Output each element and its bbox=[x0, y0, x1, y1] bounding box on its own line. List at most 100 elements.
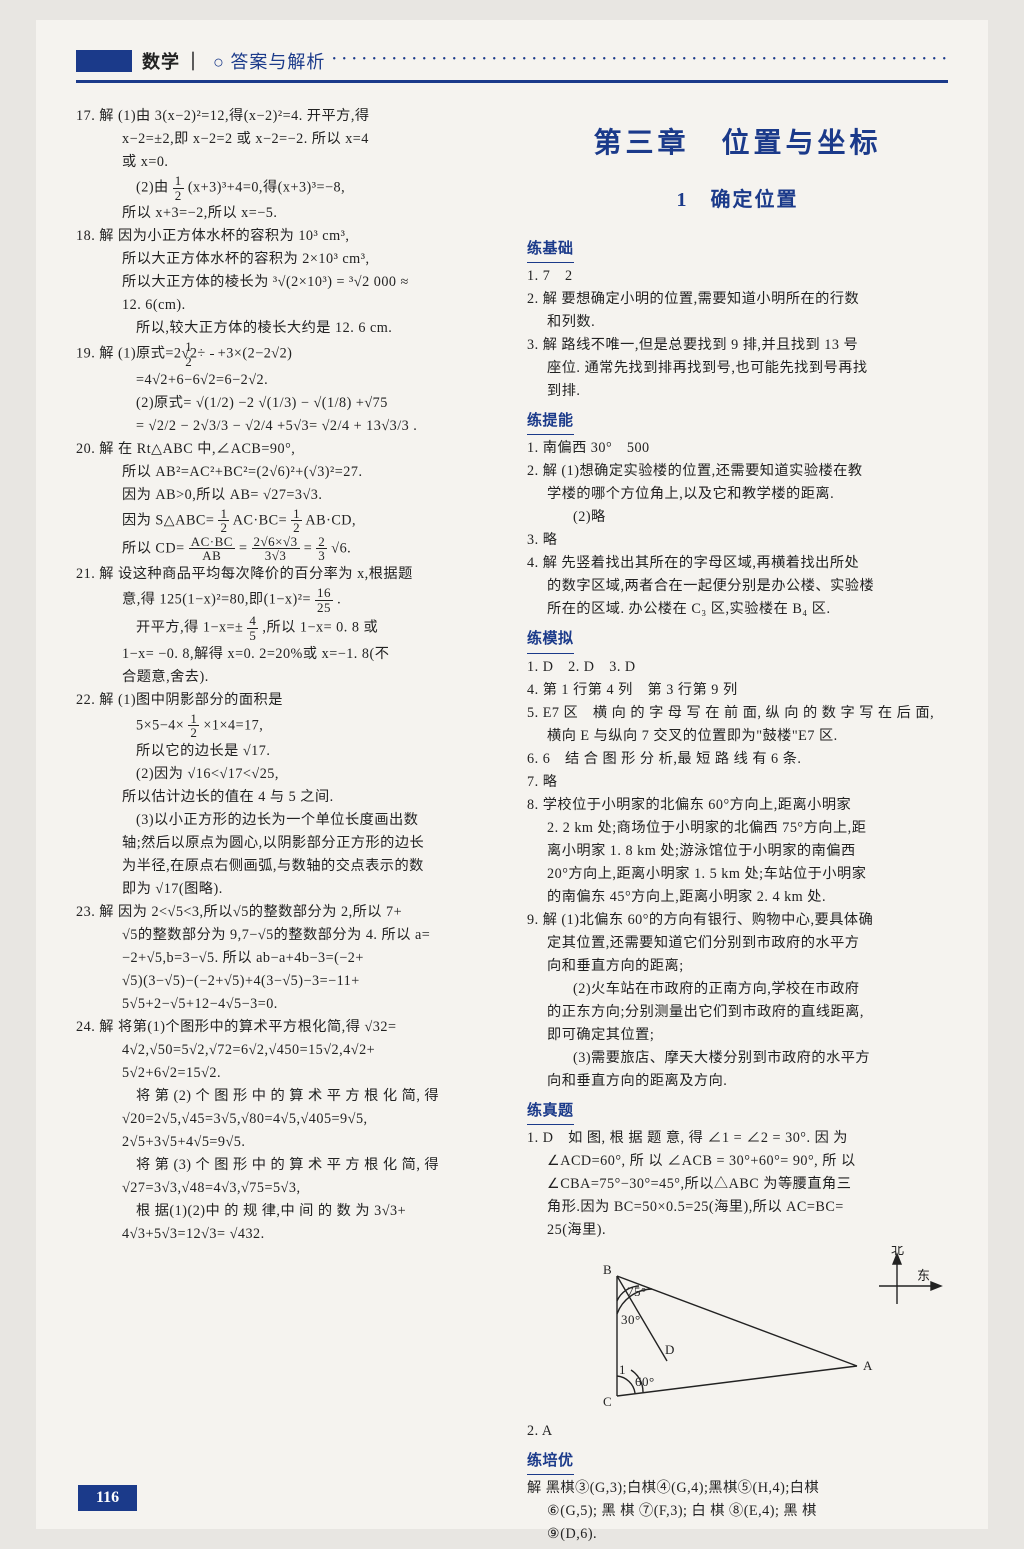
label-D: D bbox=[665, 1342, 675, 1357]
q18-l5: 所以,较大正方体的棱长大约是 12. 6 cm. bbox=[76, 317, 497, 340]
label-1: 1 bbox=[619, 1362, 626, 1377]
frac-cd-1: AC·BCAB bbox=[189, 535, 235, 563]
q23-l4: √5)(3−√5)−(−2+√5)+4(3−√5)−3=−11+ bbox=[76, 970, 497, 993]
q24-l10: 4√3+5√3=12√3= √432. bbox=[76, 1223, 497, 1246]
s5-l2: ⑥(G,5); 黑 棋 ⑦(F,3); 白 棋 ⑧(E,4); 黑 棋 bbox=[527, 1500, 948, 1523]
q21-l2a: 意,得 125(1−x)²=80,即(1−x)²= bbox=[122, 592, 311, 608]
s4-l2: ∠ACD=60°, 所 以 ∠ACB = 30°+60°= 90°, 所 以 bbox=[527, 1150, 948, 1173]
q20-l2: 所以 AB²=AC²+BC²=(2√6)²+(√3)²=27. bbox=[76, 461, 497, 484]
s1-l6: 到排. bbox=[527, 380, 948, 403]
q20-l3: 因为 AB>0,所以 AB= √27=3√3. bbox=[76, 484, 497, 507]
q19-l1: 19. 解 (1)原式=2√2÷ 12 +3×(2−2√2) bbox=[76, 340, 497, 368]
q21-l1: 21. 解 设这种商品平均每次降价的百分率为 x,根据题 bbox=[76, 563, 497, 586]
q21-l2: 意,得 125(1−x)²=80,即(1−x)²= 1625 . bbox=[76, 586, 497, 614]
label-60: 60° bbox=[635, 1374, 655, 1389]
q22-l1: 22. 解 (1)图中阴影部分的面积是 bbox=[76, 689, 497, 712]
q24-l9: 根 据(1)(2)中 的 规 律,中 间 的 数 为 3√3+ bbox=[76, 1200, 497, 1223]
q21-l3a: 开平方,得 1−x=± bbox=[136, 620, 243, 636]
content-columns: 17. 解 (1)由 3(x−2)²=12,得(x−2)²=4. 开平方,得 x… bbox=[76, 105, 948, 1546]
s2-l3: 学楼的哪个方位角上,以及它和教学楼的距离. bbox=[527, 483, 948, 506]
q18-l4: 12. 6(cm). bbox=[76, 294, 497, 317]
frac-half-2: 12 bbox=[210, 340, 214, 368]
q21-l4: 1−x= −0. 8,解得 x=0. 2=20%或 x=−1. 8(不 bbox=[76, 643, 497, 666]
q21-l2b: . bbox=[337, 592, 341, 608]
s3-l7: 8. 学校位于小明家的北偏东 60°方向上,距离小明家 bbox=[527, 794, 948, 817]
q24-l4: 将 第 (2) 个 图 形 中 的 算 术 平 方 根 化 简, 得 bbox=[76, 1085, 497, 1108]
q24-l1: 24. 解 将第(1)个图形中的算术平方根化简,得 √32= bbox=[76, 1016, 497, 1039]
subhead-skill: 练提能 bbox=[527, 409, 574, 435]
q22-l9: 即为 √17(图略). bbox=[76, 878, 497, 901]
q22-l2b: ×1×4=17, bbox=[203, 717, 263, 733]
subhead-real: 练真题 bbox=[527, 1099, 574, 1125]
q24-l8: √27=3√3,√48=4√3,√75=5√3, bbox=[76, 1177, 497, 1200]
s1-l1: 1. 7 2 bbox=[527, 265, 948, 288]
q20-l1: 20. 解 在 Rt△ABC 中,∠ACB=90°, bbox=[76, 438, 497, 461]
q23-l1: 23. 解 因为 2<√5<3,所以√5的整数部分为 2,所以 7+ bbox=[76, 901, 497, 924]
section-title: 1 确定位置 bbox=[527, 184, 948, 216]
q22-l8: 为半径,在原点右侧画弧,与数轴的交点表示的数 bbox=[76, 855, 497, 878]
s4-l5: 25(海里). bbox=[527, 1219, 948, 1242]
q22-l2a: 5×5−4× bbox=[136, 717, 184, 733]
frac-cd-2: 2√6×√33√3 bbox=[252, 535, 300, 563]
s3-l3: 5. E7 区 横 向 的 字 母 写 在 前 面, 纵 向 的 数 字 写 在… bbox=[527, 702, 948, 725]
q21-l5: 合题意,舍去). bbox=[76, 666, 497, 689]
s1-l4: 3. 解 路线不唯一,但是总要找到 9 排,并且找到 13 号 bbox=[527, 334, 948, 357]
frac-half-5: 12 bbox=[188, 712, 199, 740]
left-column: 17. 解 (1)由 3(x−2)²=12,得(x−2)²=4. 开平方,得 x… bbox=[76, 105, 497, 1546]
q19-l2: =4√2+6−6√2=6−2√2. bbox=[76, 369, 497, 392]
frac-half-3: 12 bbox=[218, 507, 229, 535]
s1-l5: 座位. 通常先找到排再找到号,也可能先找到号再找 bbox=[527, 357, 948, 380]
frac-1625: 1625 bbox=[315, 586, 333, 614]
label-A: A bbox=[863, 1358, 873, 1373]
label-north: 北 bbox=[891, 1246, 905, 1257]
frac-half-1: 12 bbox=[173, 174, 184, 202]
s3-l8: 2. 2 km 处;商场位于小明家的北偏西 75°方向上,距 bbox=[527, 817, 948, 840]
s3-l15: (2)火车站在市政府的正南方向,学校在市政府 bbox=[527, 978, 948, 1001]
header-label: ○ 答案与解析 bbox=[213, 48, 325, 74]
header-dots: • • • • • • • • • • • • • • • • • • • • … bbox=[325, 54, 948, 68]
subhead-basics: 练基础 bbox=[527, 237, 574, 263]
s4-l6: 2. A bbox=[527, 1420, 948, 1443]
s3-l17: 即可确定其位置; bbox=[527, 1024, 948, 1047]
geometry-diagram: B C A D 75° 30° 60° 1 北 东 bbox=[557, 1246, 947, 1416]
q19-l1b: +3×(2−2√2) bbox=[218, 346, 293, 362]
q20-l5b: = bbox=[239, 540, 252, 556]
header-divider: ｜ bbox=[184, 48, 203, 74]
s5-l1: 解 黑棋③(G,3);白棋④(G,4);黑棋⑤(H,4);白棋 bbox=[527, 1477, 948, 1500]
s2-l1: 1. 南偏西 30° 500 bbox=[527, 437, 948, 460]
s3-l19: 向和垂直方向的距离及方向. bbox=[527, 1070, 948, 1093]
s1-l3: 和列数. bbox=[527, 311, 948, 334]
subhead-adv: 练培优 bbox=[527, 1449, 574, 1475]
s2-l5: 3. 略 bbox=[527, 529, 948, 552]
q21-l3: 开平方,得 1−x=± 45 ,所以 1−x= 0. 8 或 bbox=[76, 614, 497, 642]
q24-l5: √20=2√5,√45=3√5,√80=4√5,√405=9√5, bbox=[76, 1108, 497, 1131]
q22-l4: (2)因为 √16<√17<√25, bbox=[76, 763, 497, 786]
s2-l6: 4. 解 先竖着找出其所在的字母区域,再横着找出所处 bbox=[527, 552, 948, 575]
s3-l14: 向和垂直方向的距离; bbox=[527, 955, 948, 978]
chapter-title: 第三章 位置与坐标 bbox=[527, 121, 948, 166]
header-color-block bbox=[76, 50, 132, 72]
q23-l5: 5√5+2−√5+12−4√5−3=0. bbox=[76, 993, 497, 1016]
q24-l3: 5√2+6√2=15√2. bbox=[76, 1062, 497, 1085]
q20-l4: 因为 S△ABC= 12 AC·BC= 12 AB·CD, bbox=[76, 507, 497, 535]
right-column: 第三章 位置与坐标 1 确定位置 练基础 1. 7 2 2. 解 要想确定小明的… bbox=[527, 105, 948, 1546]
frac-half-4: 12 bbox=[291, 507, 302, 535]
page-number-badge: 116 bbox=[78, 1485, 137, 1511]
label-75: 75° bbox=[627, 1284, 647, 1299]
s2-l4: (2)略 bbox=[527, 506, 948, 529]
s2-l2: 2. 解 (1)想确定实验楼的位置,还需要知道实验楼在教 bbox=[527, 460, 948, 483]
q17-l4: (2)由 12 (x+3)³+4=0,得(x+3)³=−8, bbox=[76, 174, 497, 202]
q22-l3: 所以它的边长是 √17. bbox=[76, 740, 497, 763]
q22-l5: 所以估计边长的值在 4 与 5 之间. bbox=[76, 786, 497, 809]
q17-l2: x−2=±2,即 x−2=2 或 x−2=−2. 所以 x=4 bbox=[76, 128, 497, 151]
q20-l5c: = bbox=[304, 540, 317, 556]
s3-l13: 定其位置,还需要知道它们分别到市政府的水平方 bbox=[527, 932, 948, 955]
q24-l7: 将 第 (3) 个 图 形 中 的 算 术 平 方 根 化 简, 得 bbox=[76, 1154, 497, 1177]
q18-l3: 所以大正方体的棱长为 ³√(2×10³) = ³√2 000 ≈ bbox=[76, 271, 497, 294]
s3-l5: 6. 6 结 合 图 形 分 析,最 短 路 线 有 6 条. bbox=[527, 748, 948, 771]
page: 数学 ｜ ○ 答案与解析 • • • • • • • • • • • • • •… bbox=[36, 20, 988, 1529]
q22-l2: 5×5−4× 12 ×1×4=17, bbox=[76, 712, 497, 740]
q17-l4a: (2)由 bbox=[136, 179, 169, 195]
q23-l2: √5的整数部分为 9,7−√5的整数部分为 4. 所以 a= bbox=[76, 924, 497, 947]
q24-l6: 2√5+3√5+4√5=9√5. bbox=[76, 1131, 497, 1154]
